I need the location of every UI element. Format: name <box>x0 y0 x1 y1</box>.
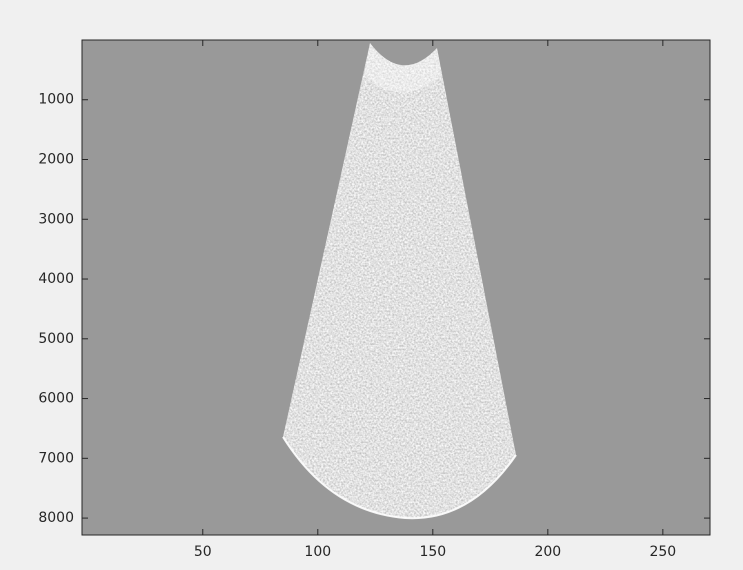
near-field-band <box>364 43 442 93</box>
y-tick-label: 2000 <box>38 151 74 167</box>
y-tick-label: 8000 <box>38 510 74 526</box>
y-tick-label: 3000 <box>38 211 74 227</box>
x-tick-label: 50 <box>194 544 212 560</box>
ultrasound-sector <box>283 43 516 519</box>
x-tick-label: 150 <box>419 544 446 560</box>
y-tick-label: 4000 <box>38 271 74 287</box>
far-edge <box>282 436 517 520</box>
y-tick-label: 6000 <box>38 391 74 407</box>
y-tick-label: 1000 <box>38 92 74 108</box>
axes-box <box>81 39 711 536</box>
x-tick-label: 250 <box>649 544 676 560</box>
x-tick-label: 200 <box>534 544 561 560</box>
x-tick-label: 100 <box>304 544 331 560</box>
y-tick-label: 5000 <box>38 331 74 347</box>
image <box>282 43 517 520</box>
y-tick-label: 7000 <box>38 450 74 466</box>
